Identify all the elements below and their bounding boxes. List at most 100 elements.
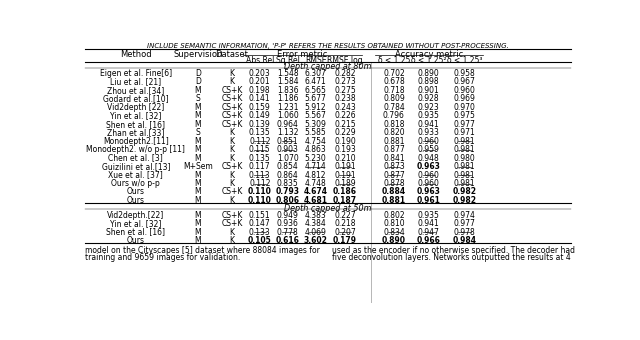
Text: 0.877: 0.877 (383, 145, 404, 154)
Text: 0.982: 0.982 (452, 187, 476, 197)
Text: 0.702: 0.702 (383, 69, 404, 78)
Text: 0.881: 0.881 (382, 196, 406, 205)
Text: 0.935: 0.935 (418, 210, 440, 220)
Text: 0.273: 0.273 (334, 78, 356, 86)
Text: K: K (229, 78, 234, 86)
Text: CS+K: CS+K (221, 111, 243, 120)
Text: K: K (229, 137, 234, 146)
Text: 0.215: 0.215 (334, 120, 356, 129)
Text: 0.210: 0.210 (334, 154, 356, 163)
Text: M: M (195, 210, 201, 220)
Text: 0.190: 0.190 (334, 137, 356, 146)
Text: Accuracy metric: Accuracy metric (395, 50, 463, 59)
Text: 4.383: 4.383 (305, 210, 326, 220)
Text: 0.981: 0.981 (454, 162, 476, 171)
Text: Dataset: Dataset (216, 50, 248, 59)
Text: K: K (229, 196, 234, 205)
Text: 0.191: 0.191 (334, 171, 356, 180)
Text: 0.809: 0.809 (383, 94, 404, 103)
Text: M: M (195, 120, 201, 129)
Text: 0.890: 0.890 (418, 69, 440, 78)
Text: 0.810: 0.810 (383, 219, 404, 228)
Text: 0.873: 0.873 (383, 162, 404, 171)
Text: 0.112: 0.112 (249, 179, 271, 188)
Text: 0.981: 0.981 (454, 137, 476, 146)
Text: 0.147: 0.147 (249, 219, 271, 228)
Text: Ours: Ours (127, 187, 145, 197)
Text: CS+K: CS+K (221, 120, 243, 129)
Text: 5.309: 5.309 (305, 120, 326, 129)
Text: 0.678: 0.678 (383, 78, 404, 86)
Text: 4.384: 4.384 (305, 219, 326, 228)
Text: Method: Method (120, 50, 152, 59)
Text: M: M (195, 171, 201, 180)
Text: 0.959: 0.959 (418, 145, 440, 154)
Text: 0.933: 0.933 (418, 128, 440, 137)
Text: 0.928: 0.928 (418, 94, 440, 103)
Text: 0.718: 0.718 (383, 86, 404, 95)
Text: 0.113: 0.113 (249, 171, 271, 180)
Text: 0.189: 0.189 (334, 179, 356, 188)
Text: 0.198: 0.198 (249, 86, 271, 95)
Text: 0.960: 0.960 (418, 171, 440, 180)
Text: Vid2depth [22]: Vid2depth [22] (107, 103, 164, 112)
Text: 0.877: 0.877 (383, 171, 404, 180)
Text: K: K (229, 128, 234, 137)
Text: 0.796: 0.796 (383, 111, 405, 120)
Text: 0.282: 0.282 (334, 69, 356, 78)
Text: 0.227: 0.227 (334, 210, 356, 220)
Text: 0.901: 0.901 (418, 86, 440, 95)
Text: Liu et al. [21]: Liu et al. [21] (110, 78, 161, 86)
Text: 0.105: 0.105 (248, 236, 271, 245)
Text: used as the encoder if no otherwise specified. The decoder had: used as the encoder if no otherwise spec… (332, 246, 575, 255)
Text: 0.981: 0.981 (454, 179, 476, 188)
Text: Abs Rel: Abs Rel (246, 56, 274, 65)
Text: M: M (195, 86, 201, 95)
Text: training and 9659 images for validation.: training and 9659 images for validation. (85, 253, 241, 262)
Text: 5.585: 5.585 (305, 128, 326, 137)
Text: CS+K: CS+K (221, 210, 243, 220)
Text: 1.231: 1.231 (277, 103, 298, 112)
Text: 0.923: 0.923 (418, 103, 440, 112)
Text: 0.884: 0.884 (382, 187, 406, 197)
Text: Monodepth2. w/o p-p [11]: Monodepth2. w/o p-p [11] (86, 145, 185, 154)
Text: 0.117: 0.117 (249, 162, 271, 171)
Text: 0.975: 0.975 (454, 111, 476, 120)
Text: 0.616: 0.616 (276, 236, 300, 245)
Text: 0.936: 0.936 (276, 219, 299, 228)
Text: M: M (195, 196, 201, 205)
Text: K: K (229, 179, 234, 188)
Text: 0.851: 0.851 (277, 137, 298, 146)
Text: 0.947: 0.947 (418, 227, 440, 237)
Text: 0.960: 0.960 (418, 179, 440, 188)
Text: 0.778: 0.778 (277, 227, 299, 237)
Text: 6.565: 6.565 (305, 86, 326, 95)
Text: M: M (195, 137, 201, 146)
Text: CS+K: CS+K (221, 94, 243, 103)
Text: 0.186: 0.186 (333, 187, 357, 197)
Text: 5.677: 5.677 (305, 94, 326, 103)
Text: 1.132: 1.132 (277, 128, 298, 137)
Text: 4.863: 4.863 (305, 145, 326, 154)
Text: 0.802: 0.802 (383, 210, 404, 220)
Text: 0.275: 0.275 (334, 86, 356, 95)
Text: 0.201: 0.201 (249, 78, 271, 86)
Text: Yin et al. [32]: Yin et al. [32] (110, 111, 161, 120)
Text: M+Sem: M+Sem (183, 162, 212, 171)
Text: 0.974: 0.974 (454, 210, 476, 220)
Text: five deconvolution layers. Networks outputted the results at 4: five deconvolution layers. Networks outp… (332, 253, 571, 262)
Text: K: K (229, 236, 234, 245)
Text: 0.881: 0.881 (383, 137, 404, 146)
Text: 0.191: 0.191 (334, 162, 356, 171)
Text: 0.229: 0.229 (334, 128, 356, 137)
Text: 0.903: 0.903 (276, 145, 299, 154)
Text: 0.960: 0.960 (454, 86, 476, 95)
Text: 0.982: 0.982 (452, 196, 476, 205)
Text: 0.187: 0.187 (333, 196, 357, 205)
Text: 0.149: 0.149 (249, 111, 271, 120)
Text: 0.151: 0.151 (249, 210, 271, 220)
Text: 0.981: 0.981 (454, 145, 476, 154)
Text: 0.793: 0.793 (276, 187, 300, 197)
Text: 0.179: 0.179 (333, 236, 357, 245)
Text: 5.230: 5.230 (305, 154, 326, 163)
